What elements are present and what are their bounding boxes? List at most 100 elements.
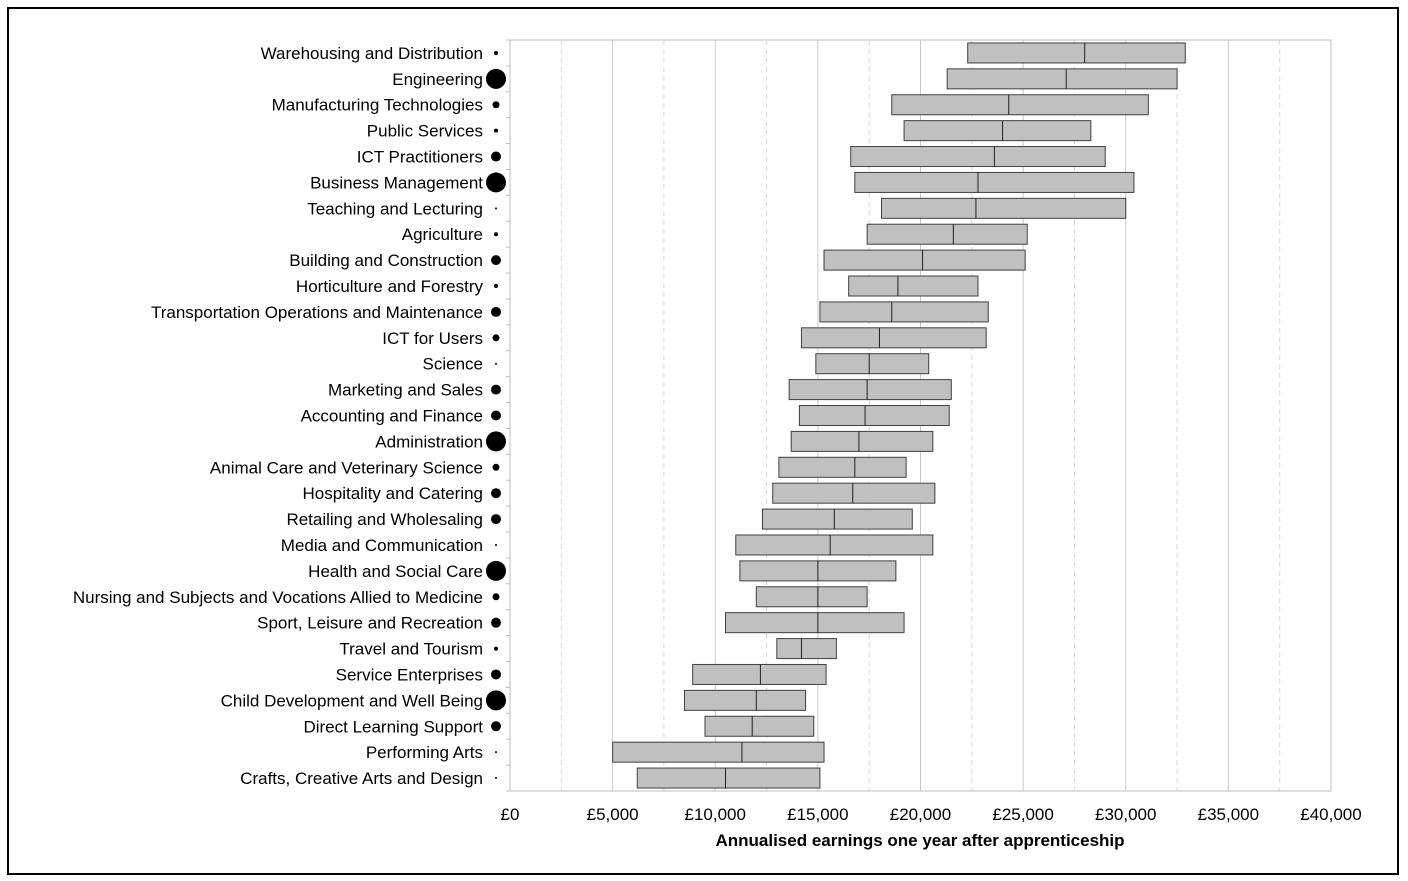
range-bars [612,42,1186,789]
category-label: Direct Learning Support [303,717,483,736]
range-bar [854,171,1135,193]
category-label: Child Development and Well Being [221,691,483,710]
size-marker [494,128,498,133]
size-marker [495,362,497,365]
range-bar [790,430,934,452]
size-marker [495,777,497,780]
size-marker [494,50,498,55]
size-marker [491,306,501,317]
category-label: Business Management [310,173,483,192]
size-marker [486,690,506,711]
size-marker [491,617,501,628]
size-marker [494,284,498,289]
x-tick-labels: £0 £5,000 £10,000 £15,000 £20,000 £25,000 £30,… [501,805,1362,824]
range-bar [866,223,1028,245]
category-label: ICT Practitioners [357,148,483,167]
category-label: Nursing and Subjects and Vocations Allie… [73,588,483,607]
category-label: Accounting and Finance [301,407,483,426]
range-bar [815,353,930,375]
category-label: Health and Social Care [308,562,483,581]
range-bar [612,741,825,763]
x-tick-label: £0 [501,805,520,824]
category-label: Warehousing and Distribution [261,44,483,63]
size-marker [486,431,506,452]
range-bar [881,197,1127,219]
range-bar [755,586,868,608]
category-label: Animal Care and Veterinary Science [210,458,483,477]
size-marker [492,463,500,471]
category-label: Building and Construction [289,251,483,270]
size-marker [491,669,501,680]
range-bar [903,120,1092,142]
range-bar [819,301,989,323]
category-label: Agriculture [402,225,483,244]
size-marker [491,255,501,266]
category-label: Service Enterprises [336,665,483,684]
category-label: Science [423,355,483,374]
range-bar [725,612,905,634]
x-tick-label: £15,000 [787,805,848,824]
size-marker [492,334,500,342]
size-marker [494,646,498,651]
category-label: Transportation Operations and Maintenanc… [151,303,483,322]
chart-frame [7,7,1399,875]
size-marker [486,172,506,193]
range-bar [772,482,936,504]
category-label: Crafts, Creative Arts and Design [240,769,483,788]
range-bar [850,146,1106,168]
size-marker [492,101,500,109]
category-label: Horticulture and Forestry [296,277,484,296]
x-tick-label: £35,000 [1198,805,1259,824]
size-marker [491,410,501,421]
range-bar [891,94,1149,116]
size-marker [491,721,501,732]
range-bar [636,767,821,789]
range-bar [761,508,913,530]
range-bar [692,663,827,685]
x-axis-title: Annualised earnings one year after appre… [715,831,1124,850]
size-marker [486,560,506,581]
size-marker [494,232,498,237]
size-marker [491,514,501,525]
category-label: Public Services [367,122,483,141]
x-tick-label: £25,000 [992,805,1053,824]
range-bar [735,534,934,556]
range-bar [788,379,952,401]
range-bar [778,456,907,478]
size-marker [495,207,497,210]
category-label: Marketing and Sales [328,381,483,400]
range-bar [800,327,987,349]
category-labels: Warehousing and Distribution Engineering M… [73,44,484,788]
category-label: Media and Communication [281,536,483,555]
x-tick-label: £40,000 [1300,805,1361,824]
category-label: Sport, Leisure and Recreation [257,614,483,633]
range-bar [704,715,815,737]
size-markers [486,50,506,780]
category-label: Teaching and Lecturing [307,199,483,218]
size-marker [495,543,497,546]
x-tick-label: £10,000 [685,805,746,824]
x-tick-label: £30,000 [1095,805,1156,824]
category-label: ICT for Users [382,329,483,348]
x-tick-label: £20,000 [890,805,951,824]
category-label: Administration [375,432,483,451]
range-bar [823,249,1026,271]
range-bar [848,275,979,297]
range-bar [967,42,1186,64]
category-label: Performing Arts [366,743,483,762]
category-label: Manufacturing Technologies [272,96,483,115]
category-label: Travel and Tourism [339,640,483,659]
size-marker [491,384,501,395]
range-bar [683,689,807,711]
x-tick-label: £5,000 [587,805,639,824]
size-marker [491,488,501,499]
range-bar [946,68,1178,90]
size-marker [495,751,497,754]
size-marker [491,151,501,162]
range-bar [798,405,950,426]
category-label: Engineering [392,70,483,89]
range-bar [776,638,837,660]
category-label: Retailing and Wholesaling [286,510,483,529]
category-label: Hospitality and Catering [303,484,483,503]
